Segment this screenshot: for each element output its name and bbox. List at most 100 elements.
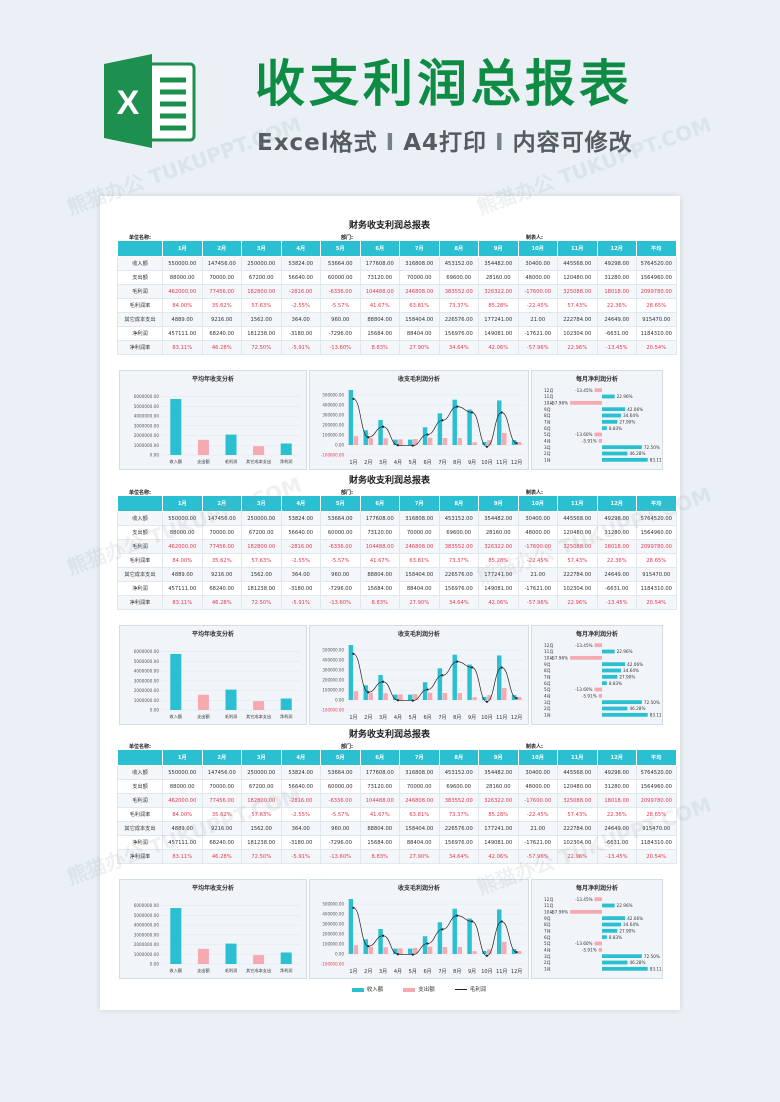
table-cell: -22.45% <box>517 807 558 822</box>
column-header: 10月 <box>517 749 558 766</box>
income-bar <box>437 922 443 954</box>
row-label: 净利润 <box>117 581 163 596</box>
income-bar <box>482 696 487 700</box>
column-header: 5月 <box>320 240 361 257</box>
table-cell: 1184310.00 <box>636 326 677 341</box>
table-cell: 18018.00 <box>596 284 637 299</box>
column-header: 7月 <box>399 749 440 766</box>
table-cell: -17600.00 <box>517 793 558 808</box>
table-cell: -17600.00 <box>517 284 558 299</box>
table-cell: 73120.00 <box>359 779 400 794</box>
legend-swatch <box>403 987 416 992</box>
table-cell: 48000.00 <box>517 525 558 540</box>
column-header: 平均 <box>636 240 677 257</box>
table-cell: 46.28% <box>201 849 242 864</box>
column-header: 9月 <box>478 749 519 766</box>
unit-name-label: 单位名称: <box>129 235 151 241</box>
x-tick-label: 支出额 <box>197 967 210 974</box>
table-cell: 35.62% <box>201 298 242 313</box>
table-cell: 120480.00 <box>557 779 598 794</box>
x-tick-label: 3月 <box>379 715 387 721</box>
y-tick-label: 0.00 <box>335 698 344 703</box>
table-cell: -5.91% <box>280 595 321 610</box>
y-tick-label: 500000.00 <box>322 902 344 907</box>
column-header: 3月 <box>241 240 282 257</box>
table-cell: -17621.00 <box>517 326 558 341</box>
x-tick-label: 毛利润 <box>225 967 238 974</box>
y-tick-label: 200000.00 <box>322 932 344 937</box>
table-cell: 34.64% <box>438 340 479 355</box>
data-label: -57.96% <box>551 655 568 660</box>
y-tick-label: 5月 <box>544 432 551 438</box>
y-tick-label: 4000000.00 <box>134 669 160 674</box>
y-tick-label: 200000.00 <box>322 678 344 683</box>
table-cell: 88804.00 <box>359 821 400 836</box>
table-cell: 325088.00 <box>557 793 598 808</box>
x-tick-label: 8月 <box>453 715 461 721</box>
table-cell: 457111.00 <box>162 581 203 596</box>
table-cell: -3180.00 <box>280 581 321 596</box>
data-label: 8.83% <box>609 681 622 686</box>
table-cell: 85.28% <box>478 553 519 568</box>
table-cell: -7296.00 <box>320 835 361 850</box>
x-tick-label: 6月 <box>423 460 431 466</box>
data-label: -13.60% <box>575 432 592 437</box>
table-cell: -13.60% <box>320 595 361 610</box>
gross-profit-line <box>353 653 517 703</box>
data-label: 83.11% <box>650 712 662 717</box>
data-label: -57.96% <box>551 909 568 914</box>
table-cell: 41.67% <box>359 807 400 822</box>
table-row: 其它成本支出 4889.00 9216.00 1562.00 364.00 960.00 8… <box>117 567 677 582</box>
table-cell: 246808.00 <box>399 539 440 554</box>
x-tick-label: 1月 <box>349 460 357 466</box>
table-cell: 147456.00 <box>201 256 242 271</box>
column-header <box>117 749 163 766</box>
table-cell: 88000.00 <box>162 779 203 794</box>
table-cell: 462000.00 <box>162 539 203 554</box>
subtitle-separator: I <box>385 130 396 156</box>
gross-profit-point <box>426 942 429 945</box>
table-cell: 5764520.00 <box>636 256 677 271</box>
gross-profit-point <box>411 444 414 447</box>
table-cell: 53824.00 <box>280 511 321 526</box>
net-profit-bar <box>602 960 628 965</box>
avg-bar <box>253 955 265 964</box>
table-row: 净利润 457111.00 68240.00 181238.00 -3180.00 -72… <box>117 326 677 341</box>
table-cell: 84.00% <box>162 553 203 568</box>
table-cell: 182800.00 <box>241 793 282 808</box>
y-tick-label: 10月 <box>544 909 554 915</box>
table-cell: 462000.00 <box>162 284 203 299</box>
net-profit-bar <box>602 668 622 673</box>
expense-bar <box>398 948 403 954</box>
table-cell: 4889.00 <box>162 312 203 327</box>
y-tick-label: 3月 <box>544 700 551 706</box>
column-header: 8月 <box>438 495 479 512</box>
table-cell: 181238.00 <box>241 326 282 341</box>
table-cell: 20.54% <box>636 595 677 610</box>
table-cell: 48000.00 <box>517 779 558 794</box>
table-cell: 48000.00 <box>517 270 558 285</box>
table-cell: 22.96% <box>557 849 598 864</box>
y-tick-label: 8月 <box>544 922 551 928</box>
chart-legend: 收入额 支出额 毛利润 <box>310 985 528 993</box>
report-title: 财务收支利润总报表 <box>348 221 430 231</box>
x-tick-label: 11月 <box>496 715 507 721</box>
table-cell: 383552.00 <box>438 793 479 808</box>
x-tick-label: 11月 <box>496 969 507 975</box>
expense-bar <box>516 441 522 445</box>
gross-profit-point <box>426 688 429 691</box>
table-cell: 69600.00 <box>438 525 479 540</box>
x-tick-label: 11月 <box>496 460 507 466</box>
income-bar <box>348 390 354 445</box>
legend-expense: 支出额 <box>403 987 435 993</box>
table-cell: -6631.00 <box>596 326 637 341</box>
table-cell: 70000.00 <box>201 270 242 285</box>
table-cell: 70000.00 <box>201 525 242 540</box>
y-tick-label: 4月 <box>544 438 551 444</box>
y-tick-label: 2000000.00 <box>134 688 160 693</box>
table-cell: 158404.00 <box>399 567 440 582</box>
table-cell: 5764520.00 <box>636 511 677 526</box>
y-tick-label: 3000000.00 <box>134 423 160 428</box>
row-label: 支出额 <box>117 525 163 540</box>
table-cell: 28160.00 <box>478 779 519 794</box>
